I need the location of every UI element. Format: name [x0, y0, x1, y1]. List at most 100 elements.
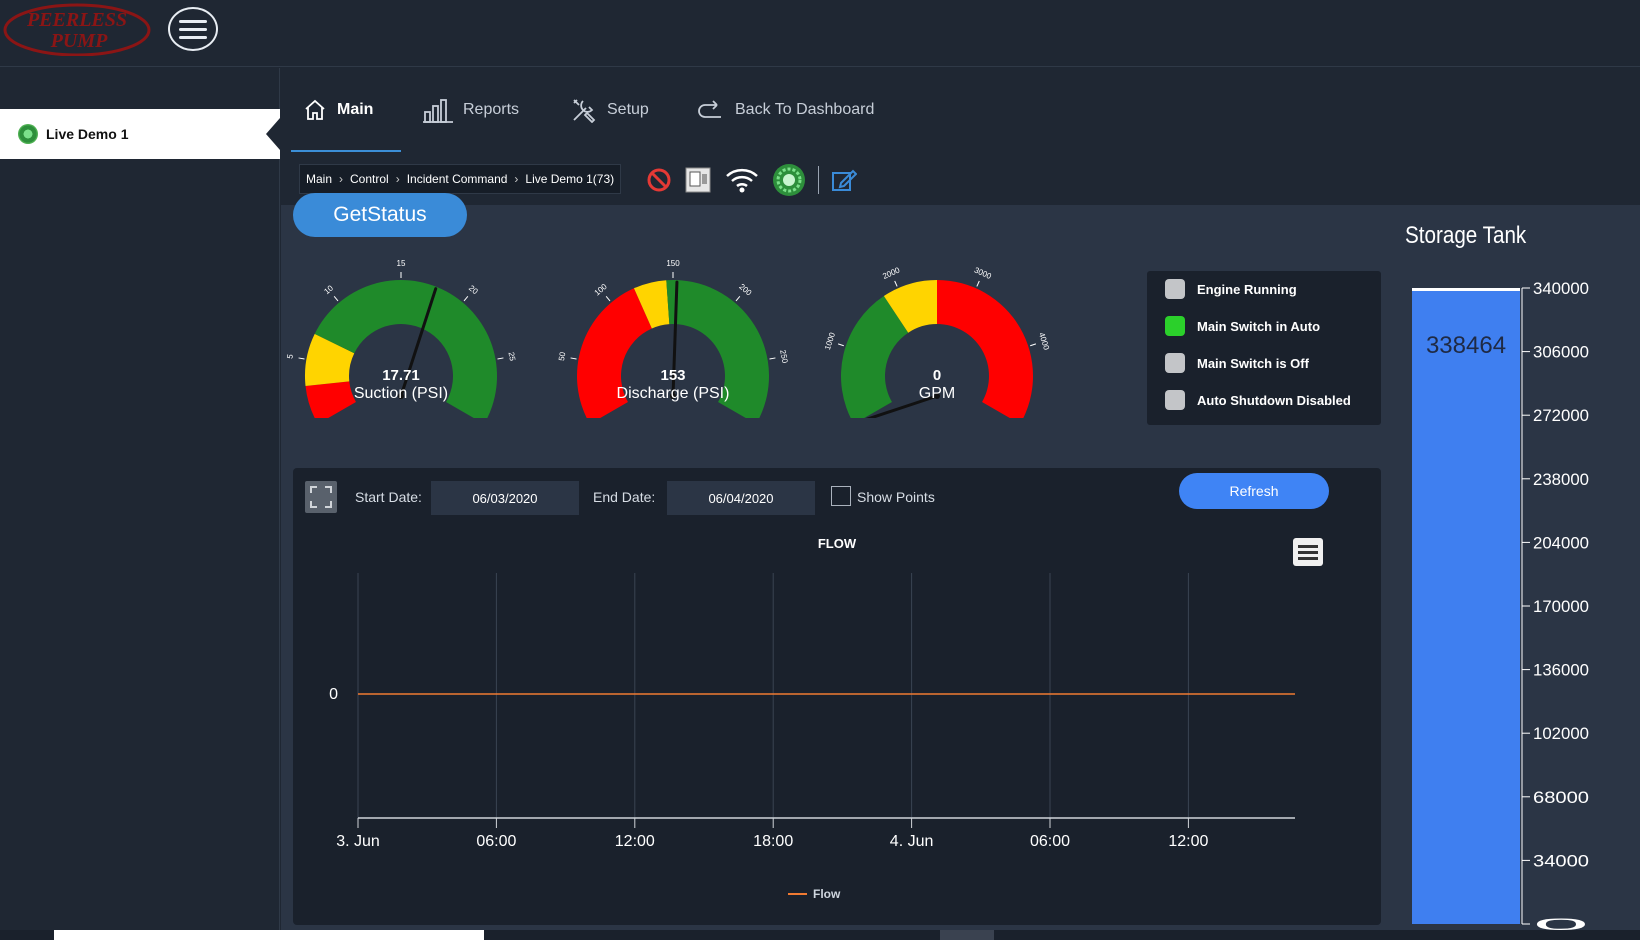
start-date-input[interactable]: [431, 481, 579, 515]
horizontal-scrollbar[interactable]: [0, 930, 1640, 940]
end-date-label: End Date:: [593, 489, 656, 505]
tools-icon: [573, 99, 596, 123]
scrollbar-segment: [940, 930, 994, 940]
gauge-needle: [671, 280, 679, 398]
tank-axis-label: 204000: [1533, 533, 1589, 552]
gauge-tick-label: 25: [507, 351, 518, 362]
menu-line: [1298, 544, 1318, 548]
edit-icon[interactable]: [831, 167, 857, 193]
get-status-button[interactable]: GetStatus: [293, 193, 467, 237]
breadcrumb-control[interactable]: Control: [350, 172, 389, 186]
show-points-label: Show Points: [857, 489, 935, 505]
tab-main[interactable]: Main: [303, 90, 373, 130]
hamburger-line: [179, 27, 207, 31]
gauge-band: [305, 333, 355, 387]
gauge-tick-label: 50: [557, 351, 568, 362]
storage-tank-value: 338464: [1425, 332, 1507, 359]
return-arrow-icon: [698, 100, 721, 118]
breadcrumb-live-demo[interactable]: Live Demo 1(73): [525, 172, 615, 186]
gauge-tick-label: 1000: [823, 331, 837, 351]
chart-menu-button[interactable]: [1293, 538, 1323, 566]
sidebar-item-label: Live Demo 1: [46, 126, 129, 142]
menu-line: [1298, 550, 1318, 554]
status-indicator-icon: [1165, 279, 1185, 299]
status-indicator-icon: [1165, 353, 1185, 373]
expand-corner-icon: [325, 501, 332, 508]
gauge-tick-label: 250: [778, 349, 789, 364]
refresh-button[interactable]: Refresh: [1179, 473, 1329, 509]
fullscreen-button[interactable]: [305, 481, 337, 513]
sidebar-item-live-demo-1[interactable]: Live Demo 1: [0, 109, 280, 159]
breadcrumb-main[interactable]: Main: [306, 172, 333, 186]
gauge-band: [841, 296, 909, 418]
tab-label: Reports: [463, 101, 520, 118]
gauge-band: [305, 381, 356, 418]
breadcrumb-bar: Main › Control › Incident Command › Live…: [281, 153, 1640, 205]
status-main-switch-auto: Main Switch in Auto: [1165, 316, 1320, 336]
peerless-pump-logo: PEERLESS PUMP: [3, 3, 151, 56]
gauge-tick: [605, 296, 611, 302]
tank-axis-label: 68000: [1533, 788, 1589, 807]
hamburger-line: [179, 19, 207, 23]
gauge-tick-label: 150: [666, 259, 680, 268]
gpm-gauge: 0100020003000400050000: [823, 265, 1051, 418]
wifi-icon[interactable]: [724, 166, 760, 194]
gauge-tick-label: 15: [397, 259, 406, 268]
tank-axis-label: 102000: [1533, 724, 1589, 743]
gpm-gauge-label: GPM: [918, 385, 956, 402]
x-tick-label: 06:00: [1030, 833, 1070, 850]
gauge-band: [577, 288, 652, 418]
gauge-needle: [865, 394, 939, 418]
tab-reports[interactable]: Reports: [423, 90, 519, 130]
gauge-tick-label: 10: [322, 283, 335, 296]
gauge-tick: [769, 357, 776, 360]
legend-label: Flow: [813, 887, 841, 901]
y-tick-label: 0: [329, 686, 338, 703]
tank-axis-label: 306000: [1533, 343, 1589, 362]
discharge-gauge: 050100150200250300153: [557, 259, 789, 418]
top-bar: PEERLESS PUMP: [0, 0, 1640, 67]
prohibited-icon[interactable]: [646, 167, 672, 193]
gauge-tick-label: 200: [737, 282, 753, 298]
status-panel: Engine Running Main Switch in Auto Main …: [1147, 271, 1381, 425]
gauge-band: [633, 280, 670, 329]
gauge-band: [314, 280, 497, 418]
breadcrumb-separator-icon: ›: [395, 172, 400, 186]
status-indicator-icon: [1165, 316, 1185, 336]
gauge-needle: [399, 287, 438, 398]
x-tick-label: 4. Jun: [890, 833, 934, 850]
divider: [818, 166, 819, 194]
tab-setup[interactable]: Setup: [571, 90, 649, 130]
gauge-tick: [837, 343, 844, 347]
controller-device-icon[interactable]: [684, 166, 712, 194]
gauge-band: [937, 280, 1033, 418]
expand-corner-icon: [310, 501, 317, 508]
status-main-switch-off: Main Switch is Off: [1165, 353, 1309, 373]
status-auto-shutdown-disabled: Auto Shutdown Disabled: [1165, 390, 1351, 410]
hamburger-line: [179, 35, 207, 39]
hamburger-menu-button[interactable]: [168, 7, 218, 51]
online-status-icon[interactable]: [772, 163, 806, 197]
gauge-tick-label: 2000: [881, 265, 901, 281]
status-label: Auto Shutdown Disabled: [1197, 392, 1351, 408]
gauge-tick-label: 100: [593, 282, 609, 298]
scrollbar-thumb[interactable]: [54, 930, 484, 940]
tab-label: Setup: [607, 101, 649, 118]
tab-back-to-dashboard[interactable]: Back To Dashboard: [697, 90, 874, 130]
gauge-tick: [497, 357, 504, 360]
gauge-tick-label: 5: [285, 353, 295, 359]
bar-chart-icon: [423, 99, 453, 123]
storage-tank-axis: 3400003060002720002380002040001700001360…: [1521, 280, 1589, 930]
expand-corner-icon: [325, 486, 332, 493]
storage-tank-title: Storage Tank: [1405, 222, 1527, 249]
status-icons: [646, 163, 857, 197]
gauge-tick-label: 3000: [973, 265, 993, 281]
tab-bar: Main Reports Setup Back To Dashboard: [281, 68, 1640, 153]
storage-tank-level-bar: [1412, 288, 1520, 924]
breadcrumb-separator-icon: ›: [514, 172, 519, 186]
breadcrumb-incident-command[interactable]: Incident Command: [406, 172, 508, 186]
show-points-checkbox[interactable]: [831, 486, 851, 506]
tank-axis-label: 0: [1533, 915, 1589, 930]
end-date-input[interactable]: [667, 481, 815, 515]
menu-line: [1298, 556, 1318, 560]
